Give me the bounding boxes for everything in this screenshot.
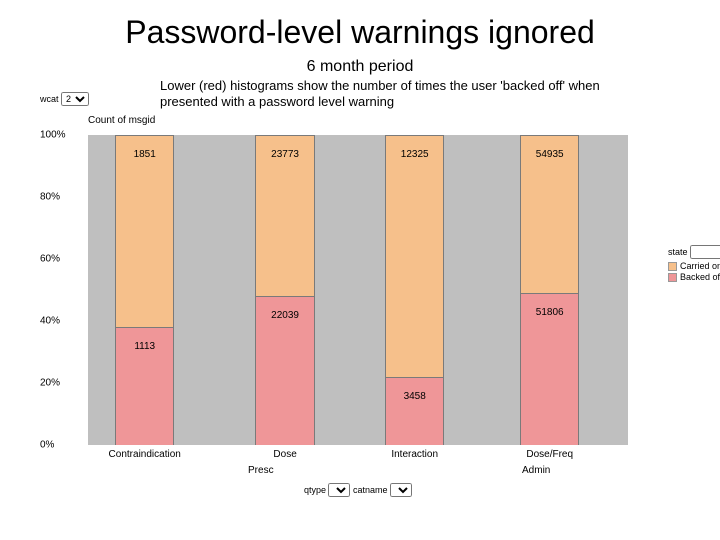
bar-segment-carried-on	[115, 135, 174, 327]
y-tick-label: 0%	[40, 440, 54, 451]
legend-label: Backed off	[680, 272, 720, 282]
bar-value-carried-on: 12325	[385, 149, 444, 160]
bar-group: 12325 3458	[385, 135, 444, 445]
x-category-label: Dose	[273, 449, 296, 460]
legend-swatch	[668, 262, 677, 271]
bar-value-carried-on: 23773	[255, 149, 314, 160]
wcat-select[interactable]: 2	[61, 92, 89, 106]
legend-label: Carried on	[680, 261, 720, 271]
legend: state Carried onBacked off	[668, 245, 720, 283]
bars-layer: 1851 1113 23773 22039 12325 3458 54935 51806	[88, 135, 628, 445]
bar-segment-carried-on	[385, 135, 444, 377]
bar-group: 54935 51806	[520, 135, 579, 445]
y-tick-label: 40%	[40, 316, 60, 327]
catname-label: catname	[353, 485, 388, 495]
y-axis-title: Count of msgid	[88, 115, 155, 126]
y-tick-label: 80%	[40, 192, 60, 203]
bar-value-carried-on: 1851	[115, 149, 174, 160]
legend-swatch	[668, 273, 677, 282]
bar-value-backed-off: 3458	[385, 391, 444, 402]
legend-item: Carried on	[668, 261, 720, 271]
bar-value-carried-on: 54935	[520, 149, 579, 160]
catname-select[interactable]	[390, 483, 412, 497]
bar-value-backed-off: 1113	[115, 341, 174, 352]
bar-group: 1851 1113	[115, 135, 174, 445]
bottom-controls: qtype catname	[88, 483, 628, 497]
bar-value-backed-off: 51806	[520, 307, 579, 318]
chart-container: wcat 2 Count of msgid 0%20%40%60%80%100%…	[40, 105, 680, 505]
x-group-label: Presc	[248, 465, 274, 476]
legend-title-label: state	[668, 247, 688, 257]
bar-group: 23773 22039	[255, 135, 314, 445]
x-category-label: Dose/Freq	[526, 449, 573, 460]
x-category-label: Contraindication	[109, 449, 181, 460]
y-tick-label: 20%	[40, 378, 60, 389]
y-tick-label: 100%	[40, 130, 66, 141]
legend-select[interactable]	[690, 245, 720, 259]
qtype-label: qtype	[304, 485, 326, 495]
wcat-filter[interactable]: wcat 2	[40, 92, 89, 106]
legend-item: Backed off	[668, 272, 720, 282]
y-tick-label: 60%	[40, 254, 60, 265]
x-group-label: Admin	[522, 465, 550, 476]
qtype-select[interactable]	[328, 483, 350, 497]
x-category-label: Interaction	[391, 449, 438, 460]
bar-value-backed-off: 22039	[255, 310, 314, 321]
subtitle: 6 month period	[0, 58, 720, 76]
bar-segment-backed-off	[385, 377, 444, 445]
page-title: Password-level warnings ignored	[0, 14, 720, 51]
wcat-label: wcat	[40, 94, 59, 104]
